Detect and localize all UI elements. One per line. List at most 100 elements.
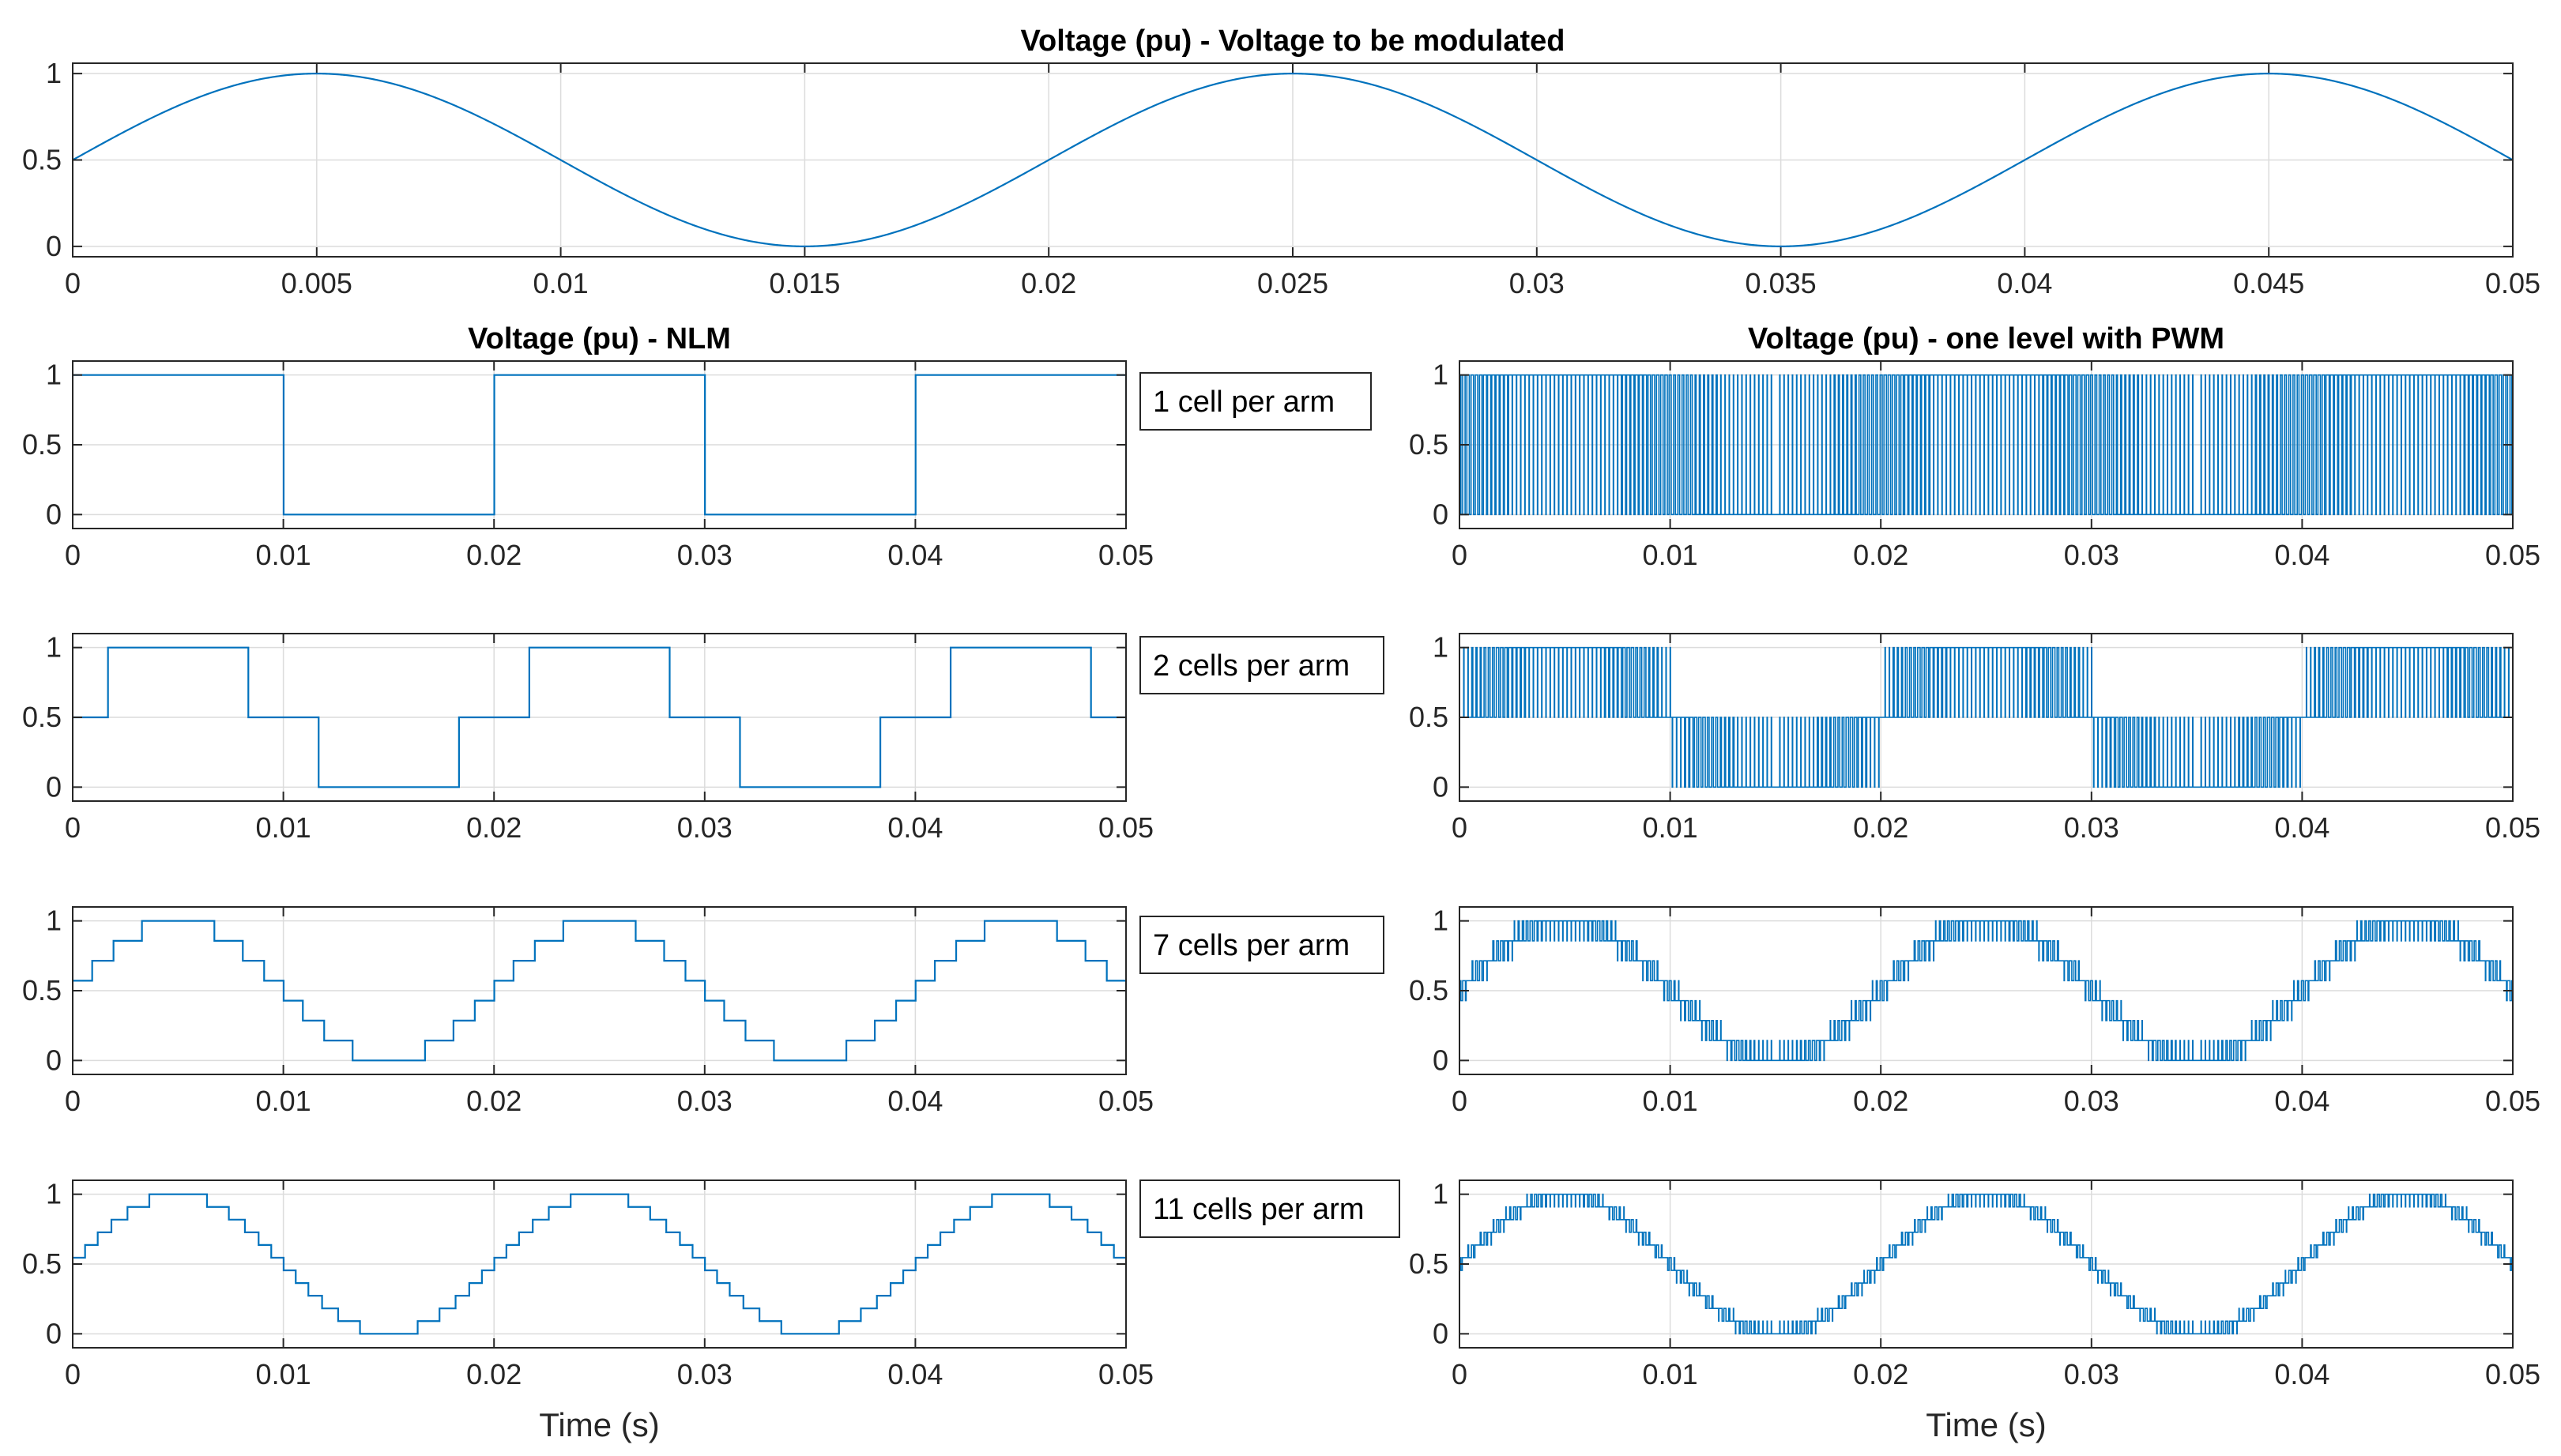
- y-tick-label: 0: [1433, 770, 1448, 803]
- x-tick-label: 0.03: [1509, 267, 1565, 299]
- y-tick-label: 0: [46, 1044, 62, 1076]
- y-tick-label: 1: [1433, 905, 1448, 937]
- x-tick-label: 0.01: [256, 1085, 311, 1117]
- x-tick-label: 0.04: [2274, 1358, 2329, 1390]
- x-tick-label: 0.01: [1643, 811, 1698, 844]
- series-line-nlm-2: [73, 646, 1126, 788]
- x-tick-label: 0.03: [677, 1085, 733, 1117]
- annotation-text: 1 cell per arm: [1153, 386, 1335, 419]
- x-tick-label: 0.05: [2485, 539, 2540, 571]
- x-tick-label: 0.045: [2233, 267, 2304, 299]
- x-tick-label: 0.01: [256, 811, 311, 844]
- axes-pwm-11: 0 0.01 0.02 0.03 0.04 0.05 0 0.5 1 Time (s): [1409, 1178, 2540, 1443]
- y-tick-label: 1: [46, 359, 62, 391]
- y-tick-label: 0.5: [22, 974, 62, 1006]
- x-tick-label: 0.05: [2485, 1358, 2540, 1390]
- y-tick-label: 0: [46, 230, 62, 262]
- x-tick-label: 0.05: [2485, 811, 2540, 844]
- y-tick-label: 0: [1433, 1317, 1448, 1349]
- x-tick-label: 0.01: [256, 1358, 311, 1390]
- x-tick-label: 0.05: [1098, 1085, 1154, 1117]
- x-tick-label: 0: [65, 267, 81, 299]
- x-axis-label: Time (s): [1926, 1406, 2046, 1443]
- annotation-box: [1139, 636, 1384, 694]
- axes-pwm-1: 0 0.01 0.02 0.03 0.04 0.05 0 0.5 1 Voltage (pu) -…: [1409, 322, 2540, 571]
- x-tick-label: 0.03: [677, 1358, 733, 1390]
- x-tick-label: 0.02: [466, 811, 522, 844]
- series-line-pwm-1: [1459, 374, 2513, 516]
- axes-pwm-2: 0 0.01 0.02 0.03 0.04 0.05 0 0.5 1: [1409, 631, 2540, 844]
- annotation-box: [1139, 916, 1384, 974]
- x-tick-label: 0.05: [1098, 1358, 1154, 1390]
- y-tick-label: 1: [46, 631, 62, 664]
- y-tick-label: 0: [46, 498, 62, 530]
- x-tick-label: 0.01: [1643, 539, 1698, 571]
- chart-title: Voltage (pu) - NLM: [468, 322, 731, 356]
- y-tick-label: 0.5: [22, 144, 62, 176]
- x-tick-label: 0.03: [2064, 539, 2119, 571]
- y-tick-label: 1: [1433, 359, 1448, 391]
- series-line-pwm-11: [1459, 1193, 2513, 1335]
- x-tick-label: 0.02: [1853, 1358, 1908, 1390]
- axes-nlm-7: 0 0.01 0.02 0.03 0.04 0.05 0 0.5 1 7 cells per ar…: [22, 905, 1384, 1117]
- x-tick-label: 0.03: [2064, 1358, 2119, 1390]
- x-axis-label: Time (s): [539, 1406, 659, 1443]
- x-tick-label: 0.04: [1997, 267, 2052, 299]
- x-tick-label: 0.02: [466, 539, 522, 571]
- x-tick-label: 0.05: [2485, 267, 2540, 299]
- x-tick-label: 0.02: [1853, 811, 1908, 844]
- x-tick-label: 0.02: [466, 1085, 522, 1117]
- x-tick-label: 0.025: [1257, 267, 1328, 299]
- y-tick-label: 0.5: [1409, 701, 1448, 733]
- x-tick-label: 0.01: [1643, 1358, 1698, 1390]
- x-tick-label: 0: [65, 1085, 81, 1117]
- axes-nlm-11: 0 0.01 0.02 0.03 0.04 0.05 0 0.5 1 Time (s) 11 cel…: [22, 1178, 1400, 1443]
- y-tick-label: 0.5: [22, 428, 62, 461]
- x-tick-label: 0.01: [1643, 1085, 1698, 1117]
- x-tick-label: 0.04: [2274, 811, 2329, 844]
- y-tick-label: 1: [46, 1178, 62, 1210]
- x-tick-label: 0.015: [769, 267, 840, 299]
- annotation-text: 7 cells per arm: [1153, 929, 1350, 962]
- y-tick-label: 1: [1433, 631, 1448, 664]
- annotation-text: 11 cells per arm: [1153, 1193, 1365, 1226]
- y-tick-label: 0.5: [22, 1247, 62, 1280]
- x-tick-label: 0.04: [887, 1358, 943, 1390]
- x-tick-label: 0.05: [1098, 539, 1154, 571]
- x-tick-label: 0.03: [677, 811, 733, 844]
- annotation-box: [1139, 1179, 1400, 1238]
- x-tick-label: 0: [1452, 1358, 1467, 1390]
- series-line-pwm-7: [1459, 920, 2513, 1062]
- y-tick-label: 0.5: [1409, 1247, 1448, 1280]
- x-tick-label: 0.04: [887, 539, 943, 571]
- y-tick-label: 0: [1433, 498, 1448, 530]
- x-tick-label: 0.03: [2064, 811, 2119, 844]
- y-tick-label: 0.5: [1409, 428, 1448, 461]
- x-tick-label: 0.02: [1021, 267, 1076, 299]
- x-tick-label: 0.04: [2274, 539, 2329, 571]
- annotation-box: [1139, 372, 1372, 431]
- x-tick-label: 0.04: [887, 811, 943, 844]
- x-tick-label: 0.05: [2485, 1085, 2540, 1117]
- x-tick-label: 0.04: [2274, 1085, 2329, 1117]
- series-line-top: [72, 73, 2514, 247]
- y-tick-label: 0.5: [22, 701, 62, 733]
- x-tick-label: 0: [1452, 539, 1467, 571]
- x-tick-label: 0: [65, 539, 81, 571]
- y-tick-label: 0: [46, 1317, 62, 1349]
- x-tick-label: 0.02: [1853, 1085, 1908, 1117]
- series-line-pwm-2: [1459, 646, 2513, 788]
- series-line-nlm-11: [73, 1193, 1128, 1335]
- annotation-text: 2 cells per arm: [1153, 649, 1350, 683]
- x-tick-label: 0.05: [1098, 811, 1154, 844]
- x-tick-label: 0.02: [466, 1358, 522, 1390]
- x-tick-label: 0: [65, 1358, 81, 1390]
- x-tick-label: 0: [65, 811, 81, 844]
- x-tick-label: 0: [1452, 811, 1467, 844]
- x-tick-label: 0.035: [1746, 267, 1817, 299]
- x-tick-label: 0.01: [256, 539, 311, 571]
- series-line-nlm-7: [73, 920, 1128, 1062]
- axes-pwm-7: 0 0.01 0.02 0.03 0.04 0.05 0 0.5 1: [1409, 905, 2540, 1117]
- y-tick-label: 0: [46, 770, 62, 803]
